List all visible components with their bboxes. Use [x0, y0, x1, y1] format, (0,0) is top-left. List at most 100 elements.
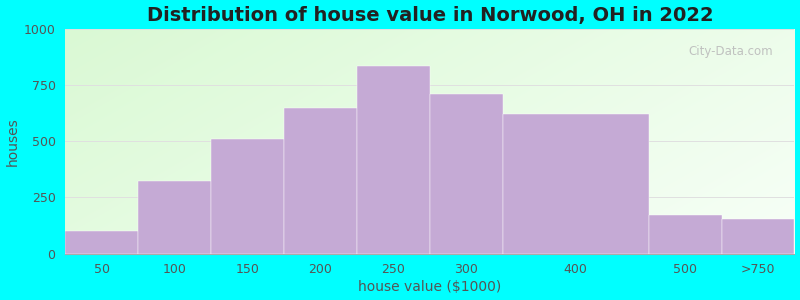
Bar: [66, 51, 794, 54]
Bar: [357, 66, 430, 254]
Bar: [66, 170, 794, 173]
Bar: [66, 40, 794, 42]
Bar: [66, 83, 794, 85]
Bar: [66, 103, 794, 105]
Bar: [66, 197, 794, 200]
Bar: [66, 119, 794, 121]
Bar: [502, 114, 649, 254]
Bar: [66, 33, 794, 36]
Bar: [66, 141, 794, 143]
Bar: [66, 186, 794, 188]
Bar: [66, 146, 794, 148]
Bar: [66, 193, 794, 195]
Bar: [66, 211, 794, 213]
Bar: [66, 60, 794, 63]
Bar: [66, 240, 794, 242]
Bar: [66, 150, 794, 152]
Bar: [66, 69, 794, 72]
Bar: [66, 98, 794, 101]
Bar: [66, 238, 794, 240]
Bar: [66, 134, 794, 137]
Bar: [66, 182, 794, 184]
Bar: [66, 184, 794, 186]
Bar: [66, 121, 794, 123]
Bar: [66, 89, 794, 92]
Bar: [66, 114, 794, 116]
Bar: [66, 92, 794, 94]
Bar: [66, 65, 794, 67]
Bar: [66, 236, 794, 238]
Bar: [66, 244, 794, 247]
Bar: [66, 42, 794, 45]
Bar: [649, 215, 722, 253]
Bar: [66, 31, 794, 33]
Bar: [66, 164, 794, 166]
Bar: [66, 175, 794, 177]
Title: Distribution of house value in Norwood, OH in 2022: Distribution of house value in Norwood, …: [146, 6, 713, 25]
Bar: [211, 139, 284, 254]
Bar: [722, 219, 794, 254]
Bar: [66, 105, 794, 107]
Bar: [66, 202, 794, 204]
Bar: [66, 233, 794, 236]
Bar: [66, 224, 794, 226]
Text: City-Data.com: City-Data.com: [688, 45, 773, 58]
Bar: [66, 85, 794, 87]
Bar: [66, 58, 794, 60]
Bar: [66, 107, 794, 110]
Bar: [66, 204, 794, 206]
Bar: [66, 249, 794, 251]
Bar: [66, 74, 794, 76]
Bar: [66, 29, 794, 31]
Bar: [66, 54, 794, 56]
Bar: [66, 130, 794, 132]
Bar: [66, 101, 794, 103]
Bar: [66, 177, 794, 179]
Y-axis label: houses: houses: [6, 117, 19, 166]
Bar: [66, 166, 794, 168]
X-axis label: house value ($1000): house value ($1000): [358, 280, 502, 294]
Bar: [66, 96, 794, 98]
Bar: [138, 181, 211, 254]
Bar: [66, 190, 794, 193]
Bar: [66, 148, 794, 150]
Bar: [66, 125, 794, 128]
Bar: [66, 67, 794, 69]
Bar: [66, 200, 794, 202]
Bar: [66, 123, 794, 125]
Bar: [66, 72, 794, 74]
Bar: [66, 247, 794, 249]
Bar: [66, 36, 794, 38]
Bar: [66, 173, 794, 175]
Bar: [66, 137, 794, 139]
Bar: [66, 222, 794, 224]
Bar: [66, 45, 794, 47]
Bar: [66, 78, 794, 81]
Bar: [66, 155, 794, 157]
Bar: [66, 208, 794, 211]
Bar: [66, 213, 794, 215]
Bar: [66, 161, 794, 164]
Bar: [66, 56, 794, 58]
Bar: [66, 76, 794, 78]
Bar: [66, 112, 794, 114]
Bar: [66, 157, 794, 159]
Bar: [66, 251, 794, 253]
Bar: [66, 229, 794, 231]
Bar: [66, 215, 794, 217]
Bar: [66, 38, 794, 40]
Bar: [66, 206, 794, 208]
Bar: [66, 231, 138, 254]
Bar: [430, 94, 502, 254]
Bar: [66, 139, 794, 141]
Bar: [66, 87, 794, 89]
Bar: [66, 116, 794, 119]
Bar: [66, 168, 794, 170]
Bar: [66, 81, 794, 83]
Bar: [66, 195, 794, 197]
Bar: [66, 159, 794, 161]
Bar: [284, 107, 357, 254]
Bar: [66, 132, 794, 134]
Bar: [66, 47, 794, 49]
Bar: [66, 218, 794, 220]
